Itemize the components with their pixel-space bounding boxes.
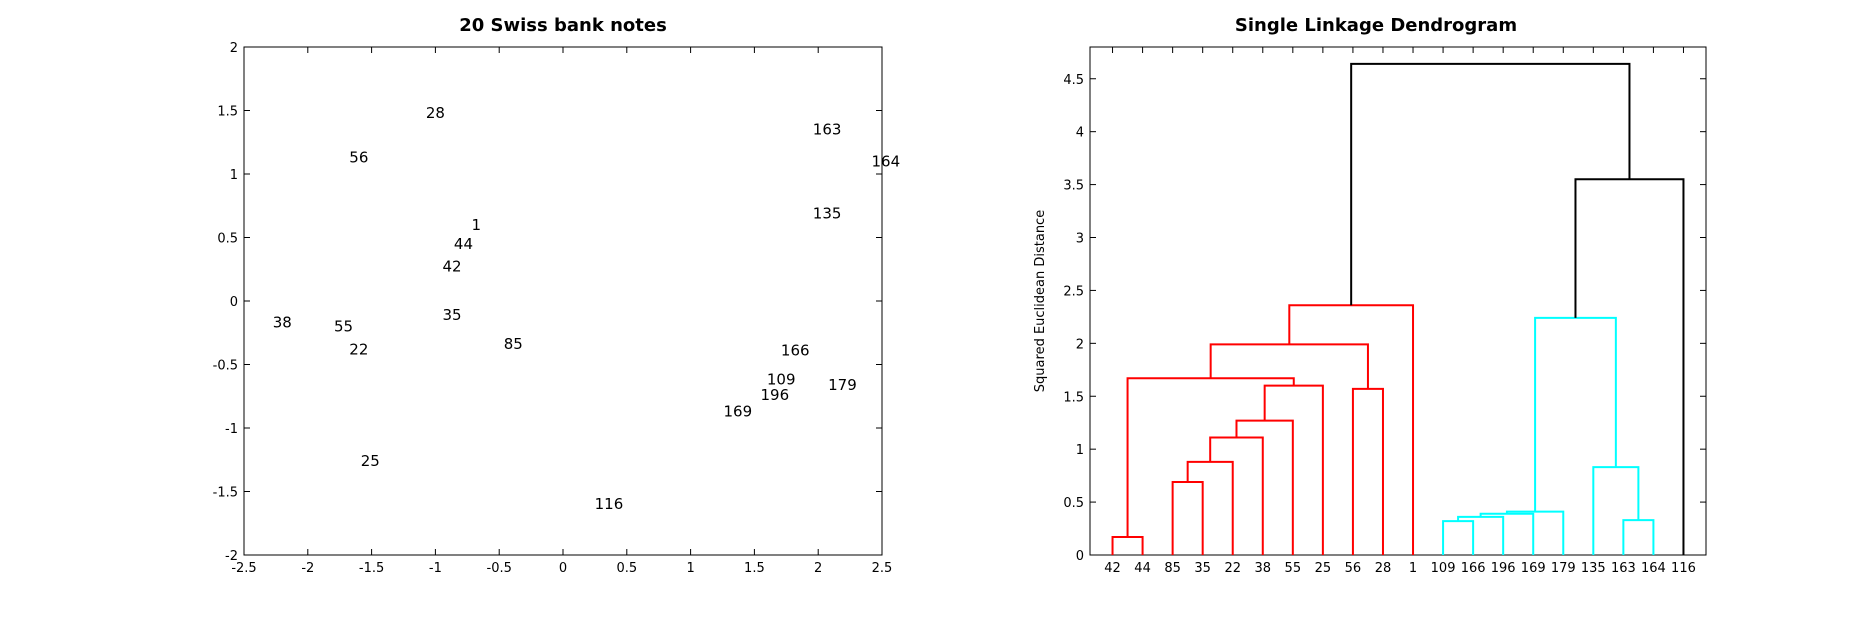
- point-label: 169: [723, 402, 752, 420]
- point-label: 44: [454, 235, 473, 253]
- x-tick-label: -2: [301, 561, 314, 576]
- point-label: 179: [828, 376, 857, 394]
- dendrogram-link: [1479, 512, 1535, 555]
- y-tick-label: -1.5: [213, 486, 238, 501]
- y-tick-label: 4: [1076, 126, 1084, 141]
- leaf-label: 169: [1521, 561, 1546, 576]
- dendrogram-panel: 0 0.5 1 1.5 2 2.5 3 3.5 4 4.5 42 44 85 35 22 38 55 25 56 28…: [1063, 46, 1707, 576]
- dendrogram-link: [1263, 384, 1324, 555]
- leaf-label: 109: [1431, 561, 1456, 576]
- point-label: 25: [361, 452, 380, 470]
- dendrogram-link: [1351, 387, 1384, 555]
- x-tick-label: 0: [559, 561, 567, 576]
- point-label: 166: [781, 342, 810, 360]
- dendrogram-link: [1111, 536, 1144, 555]
- leaf-label: 196: [1491, 561, 1516, 576]
- point-label: 1: [471, 216, 481, 234]
- leaf-label: 35: [1194, 561, 1211, 576]
- y-tick-label: 0.5: [1063, 496, 1084, 511]
- scatter-title: 20 Swiss bank notes: [459, 15, 667, 36]
- point-label: 56: [349, 148, 368, 166]
- x-tick-label: 2: [814, 561, 822, 576]
- leaf-label: 55: [1285, 561, 1302, 576]
- point-label: 135: [813, 204, 842, 222]
- y-tick-label: 1.5: [1063, 390, 1084, 405]
- leaf-label: 28: [1375, 561, 1392, 576]
- point-label: 42: [442, 258, 461, 276]
- y-tick-label: 1: [1076, 443, 1084, 458]
- x-tick-label: -1.5: [359, 561, 384, 576]
- leaf-label: 56: [1345, 561, 1362, 576]
- y-tick-label: 4.5: [1063, 73, 1084, 88]
- leaf-label: 135: [1581, 561, 1606, 576]
- scatter-panel: -2.5 -2 -1.5 -1 -0.5 0 0.5 1 1.5 2 2.5-2-1.5-1-0.5…: [213, 41, 901, 576]
- dendrogram-link: [1186, 460, 1234, 555]
- point-label: 35: [442, 306, 461, 324]
- dendrogram-link: [1442, 520, 1475, 555]
- dendrogram-title: Single Linkage Dendrogram: [1235, 15, 1517, 36]
- x-tick-label: 0.5: [616, 561, 637, 576]
- leaf-label: 166: [1461, 561, 1486, 576]
- leaf-label: 25: [1315, 561, 1332, 576]
- leaf-label: 22: [1224, 561, 1241, 576]
- y-tick-label: 0: [230, 295, 238, 310]
- dendrogram-link: [1288, 304, 1415, 555]
- dendrogram-link: [1209, 436, 1264, 555]
- y-tick-label: 2: [230, 41, 238, 56]
- y-tick-label: 1.5: [217, 105, 238, 120]
- leaf-label: 116: [1671, 561, 1696, 576]
- dendrogram-link: [1505, 510, 1565, 555]
- y-tick-label: -0.5: [213, 359, 238, 374]
- y-tick-label: -2: [225, 549, 238, 564]
- point-label: 163: [813, 121, 842, 139]
- point-label: 164: [872, 152, 901, 170]
- y-tick-label: 0.5: [217, 232, 238, 247]
- y-tick-label: 2.5: [1063, 284, 1084, 299]
- leaf-label: 1: [1409, 561, 1417, 576]
- dendrogram-link: [1171, 480, 1204, 555]
- y-tick-label: -1: [225, 422, 238, 437]
- leaf-label: 38: [1255, 561, 1272, 576]
- leaf-label: 163: [1611, 561, 1636, 576]
- point-label: 22: [349, 340, 368, 358]
- x-tick-label: 1.5: [744, 561, 765, 576]
- dendrogram-link: [1592, 466, 1640, 555]
- scatter-frame: [243, 46, 883, 556]
- point-label: 116: [595, 495, 624, 513]
- dendrogram-link: [1574, 178, 1685, 555]
- dendrogram-link: [1622, 519, 1655, 555]
- x-tick-label: 2.5: [872, 561, 893, 576]
- dendrogram-link: [1350, 62, 1631, 306]
- x-tick-label: -1: [429, 561, 442, 576]
- point-label: 38: [273, 314, 292, 332]
- y-tick-label: 2: [1076, 337, 1084, 352]
- point-label: 28: [426, 104, 445, 122]
- dendrogram-frame: [1089, 46, 1707, 556]
- x-tick-label: 1: [686, 561, 694, 576]
- x-tick-label: -0.5: [487, 561, 512, 576]
- y-tick-label: 3: [1076, 232, 1084, 247]
- dendrogram-link: [1235, 419, 1294, 555]
- leaf-label: 179: [1551, 561, 1576, 576]
- dendrogram-link: [1457, 515, 1505, 555]
- leaf-label: 164: [1641, 561, 1666, 576]
- point-label: 85: [504, 335, 523, 353]
- dendrogram-link: [1209, 343, 1369, 389]
- dendrogram-y-axis-label: Squared Euclidean Distance: [1033, 210, 1048, 392]
- point-label: 55: [334, 317, 353, 335]
- leaf-label: 85: [1164, 561, 1181, 576]
- point-label: 196: [760, 386, 789, 404]
- point-label: 109: [767, 371, 796, 389]
- leaf-label: 42: [1104, 561, 1121, 576]
- y-tick-label: 0: [1076, 549, 1084, 564]
- leaf-label: 44: [1134, 561, 1151, 576]
- y-tick-label: 3.5: [1063, 179, 1084, 194]
- x-tick-label: -2.5: [231, 561, 256, 576]
- dendrogram-link: [1534, 316, 1617, 512]
- y-tick-label: 1: [230, 168, 238, 183]
